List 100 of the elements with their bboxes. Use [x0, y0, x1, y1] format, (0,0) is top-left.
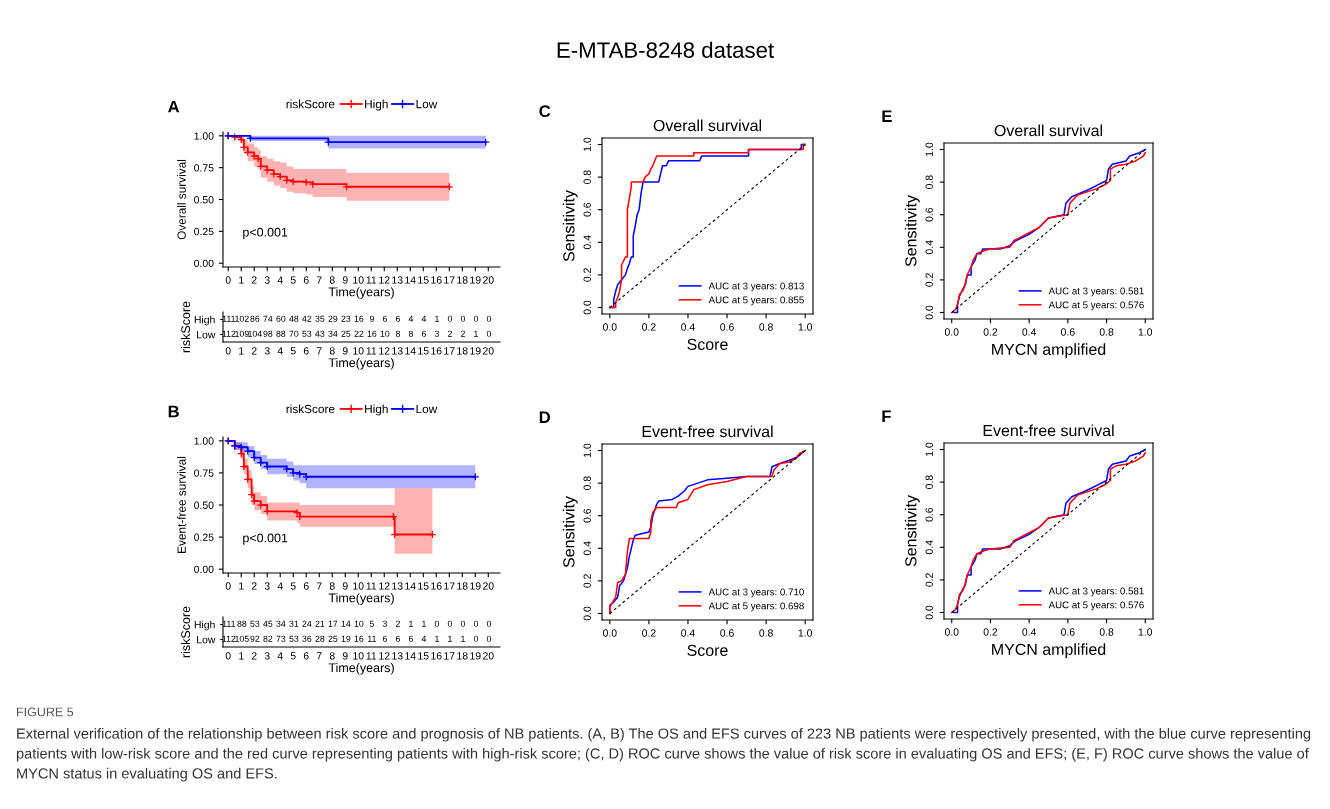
y-tick-label: 1.0: [925, 142, 933, 156]
data-label: 98: [263, 330, 273, 337]
x-tick-label: 9: [342, 582, 348, 590]
x-tick-label: 0.8: [759, 629, 773, 637]
x-tick-label: 7: [316, 582, 322, 590]
data-label: 6: [395, 635, 400, 642]
data-label: 22: [354, 330, 364, 337]
data-label: 53: [250, 620, 260, 627]
data-label: 21: [315, 620, 325, 627]
data-label: 24: [302, 620, 312, 627]
x-tick-label: 14: [405, 582, 416, 590]
x-tick-label: 7: [316, 347, 322, 355]
x-tick-label: 1.0: [798, 629, 813, 637]
y-tick-label: 1.00: [194, 132, 214, 140]
x-tick-label: 19: [470, 582, 481, 590]
y-tick-label: Low: [197, 636, 216, 644]
caption: FIGURE 5: [17, 707, 74, 717]
x-tick-label: 10: [353, 347, 364, 355]
x-tick-label: 17: [444, 652, 455, 660]
data-label: 6: [382, 635, 387, 642]
point: [243, 447, 252, 456]
legend-label: Low: [416, 100, 438, 109]
x-tick-label: 2: [251, 582, 257, 590]
text: F: [882, 410, 891, 422]
data-label: 29: [328, 315, 338, 322]
data-label: 109: [235, 330, 249, 337]
x-axis-title: Time(years): [328, 593, 394, 605]
x-tick-label: 13: [392, 276, 403, 284]
y-tick-label: 0.6: [925, 507, 933, 522]
x-tick-label: 19: [470, 276, 481, 284]
x-tick-label: 13: [392, 652, 403, 660]
data-label: 34: [328, 330, 338, 337]
x-tick-label: 9: [342, 652, 348, 660]
x-tick-label: 5: [290, 582, 296, 590]
legend-label: Low: [416, 404, 438, 414]
x-tick-label: 0.8: [1099, 328, 1114, 336]
x-tick-label: 1.0: [798, 323, 813, 331]
data-label: 4: [408, 315, 414, 322]
x-tick-label: 1: [239, 582, 244, 590]
x-tick-label: 2: [251, 652, 257, 660]
y-tick-label: 0.0: [925, 305, 933, 320]
data-label: 43: [315, 330, 325, 337]
chart-title: Event-free survival: [983, 424, 1114, 437]
data-label: 105: [235, 635, 249, 642]
data-label: 92: [250, 635, 260, 642]
x-tick-label: 0.4: [681, 323, 695, 331]
data-label: 5: [369, 620, 374, 627]
x-axis-title: MYCN amplified: [992, 643, 1106, 659]
x-tick-label: 0.6: [1061, 628, 1075, 636]
chart-title: Overall survival: [994, 124, 1103, 137]
text: C: [539, 105, 551, 118]
data-label: 6: [382, 315, 387, 322]
x-tick-label: 11: [366, 652, 377, 660]
x-tick-label: 4: [277, 582, 283, 590]
x-tick-label: 0: [225, 347, 231, 355]
x-tick-label: 8: [329, 347, 335, 355]
y-tick-label: 1.00: [194, 437, 214, 445]
x-axis-title: Time(years): [328, 287, 394, 299]
x-tick-label: 12: [379, 582, 390, 590]
annotation: p<0.001: [243, 227, 288, 240]
x-tick-label: 15: [418, 582, 429, 590]
data-label: 1: [435, 635, 439, 642]
x-tick-label: 10: [353, 276, 364, 284]
x-axis-title: Score: [687, 338, 728, 351]
chart-title: Overall survival: [653, 119, 762, 132]
data-label: 17: [328, 620, 338, 627]
data-label: 53: [289, 635, 299, 642]
data-label: 14: [341, 620, 351, 627]
x-axis-title: Time(years): [328, 357, 394, 370]
x-tick-label: 0.0: [944, 628, 959, 636]
x-tick-label: 10: [353, 652, 364, 660]
y-tick-label: 0.50: [194, 196, 214, 204]
legend-label: High: [365, 404, 388, 416]
x-tick-label: 11: [366, 276, 377, 284]
data-label: 0: [447, 620, 453, 627]
data-label: 35: [315, 315, 325, 322]
y-tick-label: High: [194, 620, 215, 631]
x-tick-label: 0.2: [983, 328, 998, 336]
x-tick-label: 0.6: [720, 629, 734, 637]
data-label: 0: [473, 635, 479, 642]
data-label: 48: [289, 315, 299, 322]
y-tick-label: 0.75: [194, 164, 214, 172]
data-label: 0: [486, 620, 492, 627]
x-tick-label: 9: [342, 347, 348, 355]
x-tick-label: 14: [405, 652, 416, 660]
x-tick-label: 17: [444, 276, 455, 284]
y-tick-label: 0.50: [194, 501, 214, 509]
x-tick-label: 18: [457, 582, 468, 590]
data-label: 0: [473, 620, 479, 627]
point: [282, 464, 291, 474]
data-label: 0: [460, 620, 466, 627]
y-tick-label: 0.8: [583, 476, 591, 490]
x-tick-label: 0: [225, 652, 231, 660]
data-label: 1: [435, 315, 439, 322]
data-label: 1: [409, 620, 413, 627]
y-tick-label: 0.8: [925, 475, 933, 489]
annotation: p<0.001: [243, 533, 288, 545]
y-tick-label: 0.75: [194, 469, 214, 477]
x-tick-label: 6: [303, 276, 309, 284]
y-tick-label: 0.4: [925, 540, 933, 555]
